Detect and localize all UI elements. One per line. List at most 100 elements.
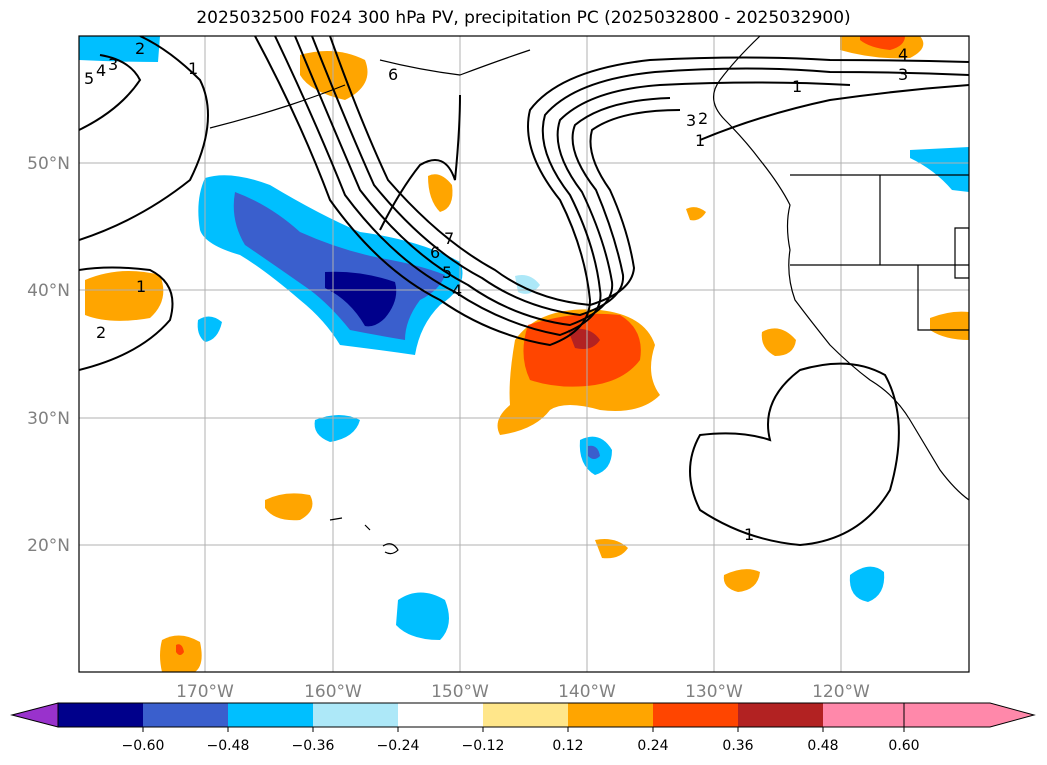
pv-trough-3 (294, 36, 851, 327)
colorbar-segment (313, 703, 398, 727)
contour-label: 4 (96, 61, 106, 80)
contour-label: 2 (96, 323, 106, 342)
colorbar-segment (483, 703, 568, 727)
lon-label: 120°W (812, 682, 870, 702)
contour-labels: 2 3 4 5 1 2 1 6 7 6 5 4 3 1 2 1 4 3 1 (84, 39, 908, 544)
plot-title: 2025032500 F024 300 hPa PV, precipitatio… (196, 8, 851, 28)
lat-label: 20°N (27, 536, 70, 556)
precip-neg-b-core (588, 445, 600, 459)
coastlines (209, 36, 969, 555)
contour-label: 3 (898, 65, 908, 84)
precip-pos-main-core (568, 328, 600, 349)
lat-label: 30°N (27, 409, 70, 429)
precip-neg-ne (910, 147, 969, 192)
precip-neg-core (325, 271, 397, 327)
contour-label: 5 (84, 69, 94, 88)
lon-label: 140°W (558, 682, 616, 702)
colorbar (10, 702, 1036, 728)
colorbar-tick: −0.48 (207, 738, 250, 754)
pv-trough-2 (274, 36, 969, 337)
colorbar-tick: −0.36 (292, 738, 335, 754)
pv-trough-1 (254, 36, 969, 347)
colorbar-segment (143, 703, 228, 727)
precip-pos-i (723, 569, 760, 592)
colorbar-segment (823, 703, 904, 727)
colorbar-tick: 0.24 (637, 738, 668, 754)
contour-label: 6 (430, 243, 440, 262)
pv-trough-5 (329, 36, 681, 307)
precip-neg-c (396, 592, 449, 640)
map-frame (78, 35, 970, 673)
colorbar-tick-marks (142, 727, 905, 732)
precip-pos-g (265, 493, 313, 521)
colorbar-segment (568, 703, 653, 727)
precip-pos-j-red (176, 644, 184, 655)
precip-neg-f (515, 275, 540, 294)
pv-north-1 (379, 94, 461, 231)
pv-closed-1 (689, 362, 900, 547)
contour-label: 1 (136, 277, 146, 296)
colorbar-tick: 0.12 (552, 738, 583, 754)
colorbar-tick-labels: −0.60 −0.48 −0.36 −0.24 −0.12 0.12 0.24 … (122, 738, 920, 754)
precip-neg-a (314, 415, 360, 442)
contour-label: 1 (188, 59, 198, 78)
pv-trough-4 (311, 36, 671, 317)
contour-label: 3 (686, 111, 696, 130)
colorbar-tick: −0.60 (122, 738, 165, 754)
lat-tick-labels: 50°N 40°N 30°N 20°N (27, 154, 70, 556)
colorbar-tick: 0.60 (888, 738, 919, 754)
contour-label: 3 (108, 55, 118, 74)
pv-ridge-1 (699, 84, 969, 141)
colorbar-tick: 0.36 (722, 738, 753, 754)
precip-pos-c-red (860, 36, 905, 50)
pv-west-1 (79, 36, 209, 241)
precip-pos-k (686, 207, 706, 221)
colorbar-segment (653, 703, 738, 727)
pv-west-2 (79, 266, 174, 371)
precip-pos-f (930, 311, 969, 340)
contour-label: 5 (442, 263, 452, 282)
contour-label: 1 (695, 131, 705, 150)
colorbar-segment (738, 703, 823, 727)
precip-pos-main-red (523, 313, 641, 387)
lon-label: 130°W (685, 682, 743, 702)
lon-tick-labels: 170°W 160°W 150°W 140°W 130°W 120°W (176, 682, 870, 702)
colorbar-outline (57, 702, 905, 728)
colorbar-segment (58, 703, 143, 727)
colorbar-tick: −0.12 (462, 738, 505, 754)
lat-label: 50°N (27, 154, 70, 174)
lon-label: 150°W (431, 682, 489, 702)
colorbar-arrow-right (903, 702, 1036, 728)
contour-label: 4 (452, 281, 462, 300)
contour-label: 2 (698, 109, 708, 128)
precip-pos-a (85, 271, 164, 321)
lon-label: 160°W (304, 682, 362, 702)
contour-label: 2 (135, 39, 145, 58)
precip-pos-h (595, 539, 628, 559)
colorbar-arrow-left (10, 702, 59, 728)
hawaii-islands (329, 517, 399, 555)
state-borders (790, 175, 969, 331)
precip-neg-d (849, 566, 885, 602)
negative-precip-areas (79, 36, 969, 640)
colorbar-tick: 0.48 (807, 738, 838, 754)
graticule (79, 36, 969, 672)
precip-neg-nw (79, 36, 160, 62)
precip-pos-d (428, 174, 453, 212)
colorbar-segment (228, 703, 313, 727)
colorbar-tick: −0.24 (377, 738, 420, 754)
lat-label: 40°N (27, 281, 70, 301)
contour-label: 4 (898, 45, 908, 64)
contour-label: 6 (388, 65, 398, 84)
pv-west-3 (79, 54, 142, 131)
north-american-coast (713, 36, 969, 501)
precip-neg-e (197, 316, 222, 342)
lon-label: 170°W (176, 682, 234, 702)
contour-label: 1 (744, 525, 754, 544)
colorbar-segment (398, 703, 483, 727)
pv-contours (79, 36, 969, 547)
contour-label: 7 (444, 229, 454, 248)
precip-pos-e (761, 328, 796, 356)
contour-label: 1 (792, 77, 802, 96)
